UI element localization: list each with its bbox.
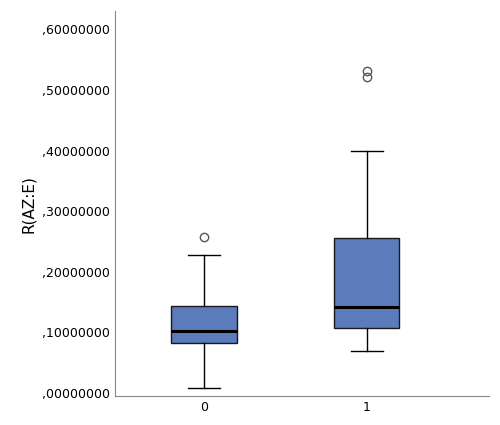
PathPatch shape	[172, 306, 236, 343]
Y-axis label: R(AZ:E): R(AZ:E)	[21, 175, 36, 232]
PathPatch shape	[334, 238, 400, 328]
